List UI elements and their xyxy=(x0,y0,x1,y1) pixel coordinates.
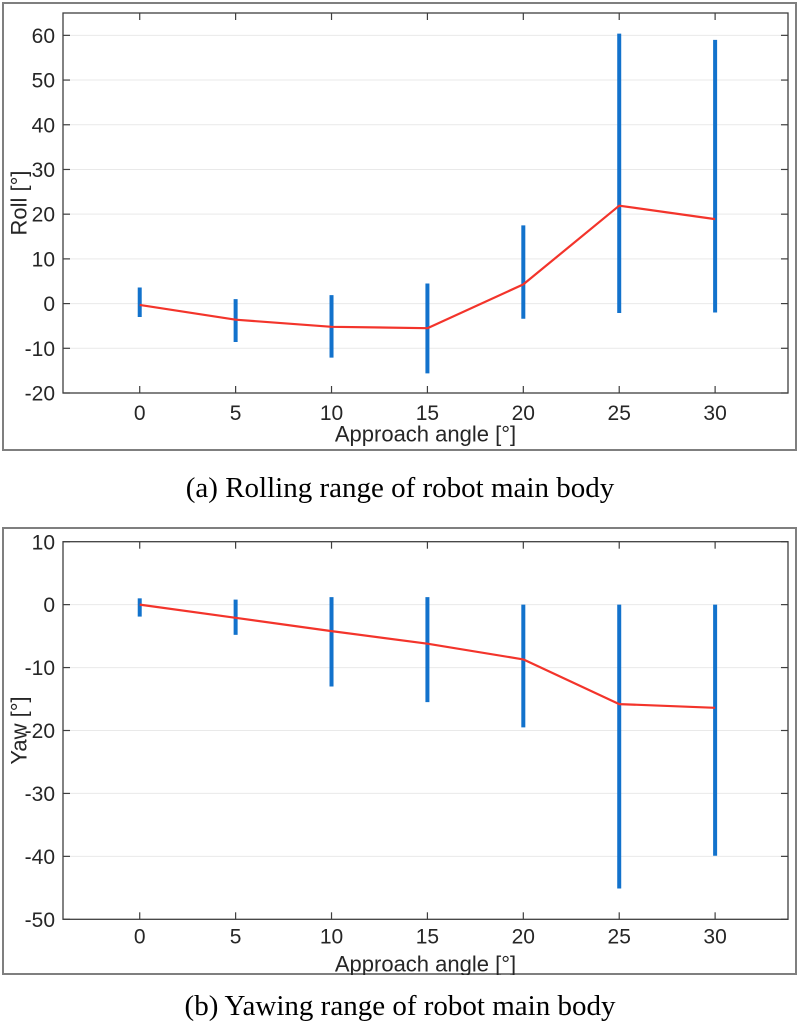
y-tick-label: -40 xyxy=(25,846,55,869)
mean-line xyxy=(139,204,716,330)
y-tick-label: -20 xyxy=(25,383,55,406)
y-tick-label: -50 xyxy=(25,909,55,932)
x-tick-label: 15 xyxy=(416,925,439,948)
y-tick-label: 40 xyxy=(32,114,55,137)
plot-box xyxy=(62,12,789,394)
panel-border xyxy=(2,2,797,451)
y-axis-label: Roll [°] xyxy=(6,170,31,235)
y-tick-label: 20 xyxy=(32,204,55,227)
y-tick-label: 0 xyxy=(43,594,55,617)
y-tick-label: -20 xyxy=(25,720,55,743)
x-axis-label: Approach angle [°] xyxy=(335,952,516,975)
y-tick-label: -10 xyxy=(25,338,55,361)
x-tick-label: 25 xyxy=(608,925,631,948)
roll-chart-caption: (a) Rolling range of robot main body xyxy=(185,472,615,504)
x-tick-label: 5 xyxy=(230,402,242,425)
yaw-errorbar-chart: 0 5 10 15 20 25 30 -50 -40 -30 -20 -10 0 10 Approach a… xyxy=(2,527,797,975)
x-tick-label: 0 xyxy=(134,402,146,425)
x-tick-label: 15 xyxy=(416,402,439,425)
x-tick-label: 10 xyxy=(320,925,343,948)
x-tick-label: 30 xyxy=(703,402,726,425)
mean-line xyxy=(139,603,716,709)
y-tick-label: -30 xyxy=(25,783,55,806)
x-axis-label: Approach angle [°] xyxy=(335,421,516,446)
x-tick-label: 25 xyxy=(608,402,631,425)
y-axis-label: Yaw [°] xyxy=(6,696,31,764)
roll-errorbar-chart: 0 5 10 15 20 25 30 -20 -10 0 10 20 30 40 50 60 Approach … xyxy=(2,2,797,451)
x-tick-label: 20 xyxy=(512,925,535,948)
x-tick-label: 10 xyxy=(320,402,343,425)
y-tick-label: -10 xyxy=(25,657,55,680)
panel-border xyxy=(2,527,797,975)
y-tick-label: 50 xyxy=(32,70,55,93)
x-tick-label: 5 xyxy=(230,925,242,948)
y-tick-label: 0 xyxy=(43,293,55,316)
y-tick-label: 10 xyxy=(32,531,55,554)
y-tick-label: 60 xyxy=(32,25,55,48)
x-tick-label: 0 xyxy=(134,925,146,948)
yaw-chart-caption: (b) Yawing range of robot main body xyxy=(184,990,616,1022)
x-tick-label: 20 xyxy=(512,402,535,425)
y-tick-label: 10 xyxy=(32,248,55,271)
x-tick-label: 30 xyxy=(703,925,726,948)
y-tick-label: 30 xyxy=(32,159,55,182)
